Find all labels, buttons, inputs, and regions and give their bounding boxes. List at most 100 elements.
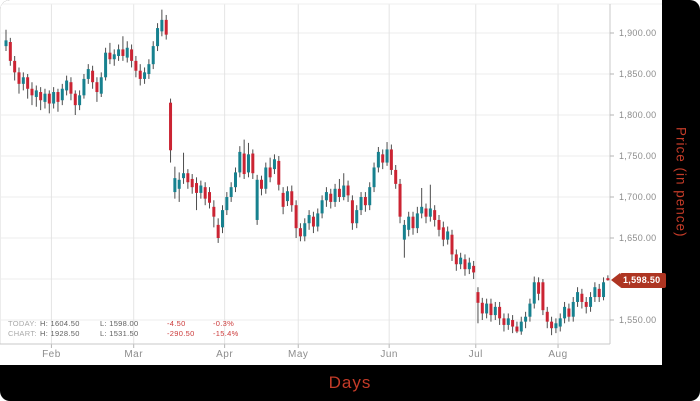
chart-low: L: 1531.50 bbox=[100, 328, 139, 338]
candle bbox=[311, 216, 315, 227]
candle bbox=[493, 306, 497, 316]
candle bbox=[4, 40, 8, 47]
candle bbox=[563, 306, 567, 319]
candle bbox=[208, 192, 212, 203]
candle bbox=[450, 234, 454, 255]
candle bbox=[30, 88, 34, 96]
candle bbox=[554, 323, 558, 329]
candle bbox=[363, 197, 367, 206]
candle bbox=[39, 92, 43, 101]
chart-change: -290.50 bbox=[167, 328, 195, 338]
candlestick-chart[interactable]: Feb Mar Apr May Jun Jul Aug 1,900.00 1,850.00 1,8… bbox=[0, 0, 662, 365]
candle bbox=[121, 49, 125, 56]
month-label: Apr bbox=[216, 349, 233, 360]
plot-area: Feb Mar Apr May Jun Jul Aug 1,900.00 1,850.00 1,8… bbox=[0, 0, 667, 365]
candle bbox=[359, 197, 363, 211]
candle bbox=[324, 192, 328, 201]
candle bbox=[281, 192, 285, 207]
candle bbox=[342, 185, 346, 197]
candle bbox=[394, 169, 398, 184]
candle bbox=[216, 224, 220, 238]
candle bbox=[298, 228, 302, 237]
candle bbox=[333, 188, 337, 202]
month-label: Jul bbox=[469, 349, 483, 360]
price-tick-label: 1,750.00 bbox=[619, 151, 656, 161]
candle bbox=[182, 173, 186, 179]
candle bbox=[143, 72, 147, 79]
candle bbox=[355, 210, 359, 224]
candle bbox=[346, 185, 350, 196]
candle bbox=[290, 191, 294, 206]
candle bbox=[537, 282, 541, 294]
candle bbox=[65, 80, 69, 91]
candle bbox=[56, 92, 60, 102]
candle bbox=[52, 92, 56, 104]
candle bbox=[73, 93, 77, 106]
stats-row-chart: CHART: H: 1928.50 L: 1531.50 -290.50 -15… bbox=[8, 329, 253, 339]
chart-label: CHART: bbox=[8, 328, 37, 338]
candle bbox=[476, 292, 480, 303]
candle bbox=[82, 78, 86, 96]
month-label: Mar bbox=[124, 349, 143, 360]
candle bbox=[511, 320, 515, 327]
candle bbox=[576, 292, 580, 302]
candle bbox=[138, 70, 142, 79]
candle bbox=[264, 167, 268, 189]
stats-row-today: TODAY: H: 1604.50 L: 1598.00 -4.50 -0.3% bbox=[8, 319, 253, 329]
candle bbox=[272, 159, 276, 170]
last-price-label: 1,598.50 bbox=[620, 272, 667, 288]
candle bbox=[428, 208, 432, 217]
candle bbox=[221, 210, 224, 228]
candle bbox=[26, 77, 30, 89]
candle bbox=[337, 188, 341, 197]
candle bbox=[446, 231, 450, 240]
candle bbox=[437, 219, 441, 230]
candle bbox=[350, 200, 354, 224]
candle bbox=[606, 278, 610, 281]
candle bbox=[99, 77, 103, 94]
candle bbox=[294, 205, 298, 229]
candle bbox=[104, 52, 108, 78]
candle bbox=[567, 308, 571, 317]
candle bbox=[34, 90, 38, 97]
price-tick-label: 1,900.00 bbox=[619, 28, 656, 38]
candle bbox=[519, 321, 523, 332]
candle bbox=[17, 72, 21, 84]
candle bbox=[433, 210, 437, 220]
candle bbox=[454, 254, 458, 265]
candle bbox=[229, 187, 233, 197]
candle bbox=[251, 153, 255, 174]
month-label: May bbox=[288, 349, 308, 360]
candle bbox=[164, 19, 168, 35]
candle bbox=[190, 178, 194, 188]
candle bbox=[320, 200, 324, 214]
candle bbox=[541, 282, 545, 311]
candle bbox=[498, 306, 502, 319]
price-tick-label: 1,550.00 bbox=[619, 315, 656, 325]
candle bbox=[125, 47, 129, 58]
candle bbox=[372, 167, 376, 188]
today-high: H: 1604.50 bbox=[40, 319, 80, 328]
price-tick-label: 1,800.00 bbox=[619, 110, 656, 120]
candle bbox=[117, 49, 121, 56]
candle bbox=[108, 52, 112, 60]
candle bbox=[238, 151, 242, 173]
candle bbox=[571, 301, 575, 317]
candle bbox=[86, 69, 90, 79]
candle bbox=[8, 42, 12, 61]
candle bbox=[407, 216, 411, 230]
candle bbox=[316, 213, 320, 227]
candle bbox=[160, 19, 164, 32]
today-change: -4.50 bbox=[167, 319, 186, 328]
candle bbox=[480, 302, 484, 314]
candle bbox=[277, 160, 281, 185]
month-label: Jun bbox=[380, 349, 398, 360]
candle bbox=[424, 208, 428, 217]
candle bbox=[524, 316, 528, 322]
candle bbox=[420, 206, 424, 214]
candle bbox=[467, 262, 471, 270]
candle bbox=[415, 213, 419, 229]
candle bbox=[528, 303, 532, 317]
candle bbox=[411, 216, 415, 229]
today-low: L: 1598.00 bbox=[100, 319, 139, 328]
